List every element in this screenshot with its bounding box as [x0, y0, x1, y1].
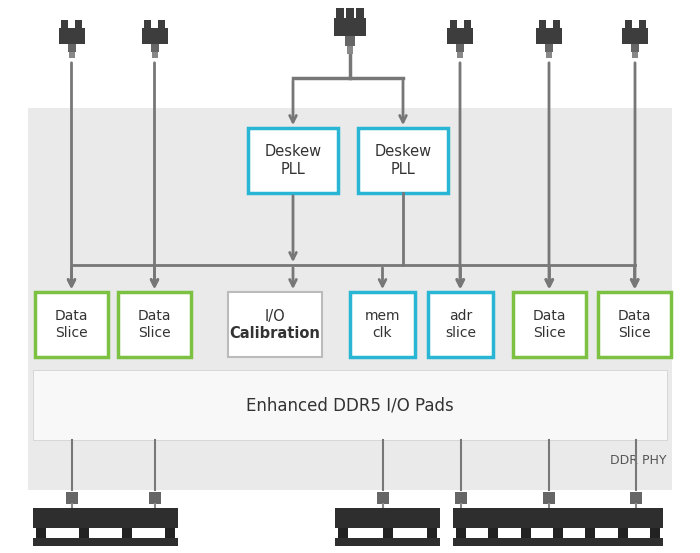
Bar	[546, 52, 552, 58]
Bar	[61, 20, 68, 28]
Bar	[638, 20, 645, 28]
Bar	[453, 508, 663, 528]
Bar	[346, 8, 354, 18]
Bar	[521, 528, 531, 538]
Bar	[33, 538, 178, 546]
Bar	[66, 492, 78, 504]
Bar	[59, 28, 85, 44]
Bar	[382, 528, 393, 538]
Bar	[118, 292, 191, 357]
Bar	[536, 28, 562, 44]
Bar	[513, 292, 586, 357]
Bar	[338, 528, 348, 538]
Bar	[358, 128, 448, 193]
Bar	[336, 8, 344, 18]
Text: DDR PHY: DDR PHY	[610, 453, 667, 467]
Bar	[630, 492, 642, 504]
Bar	[598, 292, 671, 357]
Bar	[228, 292, 322, 357]
Bar	[553, 528, 563, 538]
Bar	[456, 528, 466, 538]
Bar	[457, 52, 463, 58]
Bar	[148, 492, 160, 504]
Bar	[624, 20, 631, 28]
Bar	[33, 508, 178, 528]
Bar	[28, 108, 672, 490]
Bar	[122, 528, 132, 538]
Bar	[447, 28, 473, 44]
Bar	[463, 20, 470, 28]
Bar	[455, 492, 467, 504]
Text: Data
Slice: Data Slice	[138, 309, 172, 340]
Text: Deskew
PLL: Deskew PLL	[265, 144, 321, 177]
Text: mem
clk: mem clk	[365, 309, 400, 340]
Bar	[248, 128, 338, 193]
Bar	[428, 292, 493, 357]
Bar	[356, 8, 364, 18]
Bar	[33, 370, 667, 440]
Bar	[75, 20, 82, 28]
Bar	[67, 44, 76, 52]
Text: Data
Slice: Data Slice	[55, 309, 88, 340]
Bar	[141, 28, 167, 44]
Bar	[335, 508, 440, 528]
Bar	[456, 44, 464, 52]
Bar	[543, 492, 555, 504]
Text: Data
Slice: Data Slice	[617, 309, 651, 340]
Bar	[334, 18, 366, 36]
Bar	[36, 528, 46, 538]
Bar	[449, 20, 456, 28]
Bar	[345, 36, 355, 46]
Bar	[552, 20, 559, 28]
Bar	[377, 492, 389, 504]
Bar	[631, 44, 639, 52]
Text: I/O: I/O	[265, 309, 286, 324]
Bar	[165, 528, 175, 538]
Text: Data
Slice: Data Slice	[533, 309, 566, 340]
Bar	[150, 44, 158, 52]
Bar	[79, 528, 89, 538]
Bar	[489, 528, 498, 538]
Bar	[538, 20, 545, 28]
Bar	[158, 20, 165, 28]
Text: Enhanced DDR5 I/O Pads: Enhanced DDR5 I/O Pads	[246, 396, 454, 414]
Bar	[427, 528, 437, 538]
Bar	[650, 528, 660, 538]
Bar	[151, 52, 158, 58]
Text: adr
slice: adr slice	[445, 309, 476, 340]
Bar	[69, 52, 74, 58]
Bar	[617, 528, 628, 538]
Bar	[585, 528, 595, 538]
Bar	[144, 20, 151, 28]
Bar	[335, 538, 440, 546]
Bar	[632, 52, 638, 58]
Text: Deskew
PLL: Deskew PLL	[374, 144, 432, 177]
Bar	[622, 28, 648, 44]
Text: Calibration: Calibration	[230, 326, 321, 341]
Bar	[350, 292, 415, 357]
Bar	[453, 538, 663, 546]
Bar	[347, 46, 353, 54]
Bar	[545, 44, 553, 52]
Bar	[35, 292, 108, 357]
